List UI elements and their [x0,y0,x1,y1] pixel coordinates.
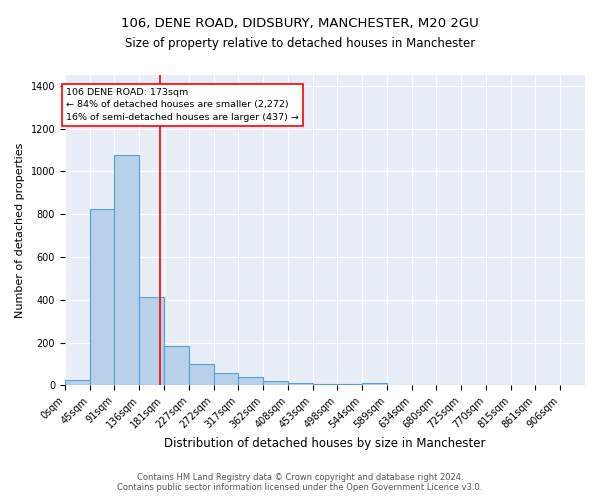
Text: Size of property relative to detached houses in Manchester: Size of property relative to detached ho… [125,38,475,51]
Bar [238,378,263,386]
Bar [288,383,313,386]
Bar [139,296,164,386]
Text: 106, DENE ROAD, DIDSBURY, MANCHESTER, M20 2GU: 106, DENE ROAD, DIDSBURY, MANCHESTER, M2… [121,18,479,30]
Bar [337,384,362,386]
Bar [313,384,337,386]
Bar [115,156,139,386]
Bar [189,364,214,386]
Bar [362,382,387,386]
Text: 106 DENE ROAD: 173sqm
← 84% of detached houses are smaller (2,272)
16% of semi-d: 106 DENE ROAD: 173sqm ← 84% of detached … [66,88,299,122]
X-axis label: Distribution of detached houses by size in Manchester: Distribution of detached houses by size … [164,437,486,450]
Bar [263,380,288,386]
Bar [89,209,115,386]
Bar [164,346,189,386]
Text: Contains public sector information licensed under the Open Government Licence v3: Contains public sector information licen… [118,484,482,492]
Y-axis label: Number of detached properties: Number of detached properties [15,142,25,318]
Text: Contains HM Land Registry data © Crown copyright and database right 2024.: Contains HM Land Registry data © Crown c… [137,474,463,482]
Bar [65,380,89,386]
Bar [214,373,238,386]
